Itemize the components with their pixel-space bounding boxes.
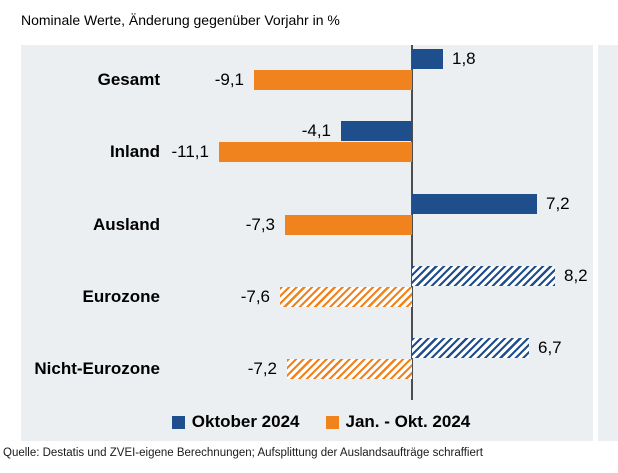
source-note: Quelle: Destatis und ZVEI-eigene Berechn… bbox=[3, 447, 483, 459]
plot-area: Oktober 2024 Jan. - Okt. 2024 1,8 -9,1 Ges… bbox=[21, 45, 593, 441]
legend-label: Jan. - Okt. 2024 bbox=[345, 412, 471, 431]
value-label-jan-okt-2024-eurozone: -7,6 bbox=[240, 287, 270, 306]
value-label-oktober-2024-inland: -4,1 bbox=[301, 121, 331, 140]
category-label-ausland: Ausland bbox=[92, 215, 160, 234]
category-label-gesamt: Gesamt bbox=[97, 70, 160, 89]
bar-oktober-2024-ausland bbox=[412, 194, 537, 214]
zero-axis-line bbox=[411, 45, 413, 400]
legend-swatch-orange bbox=[325, 415, 339, 429]
bar-jan-okt-2024-nicht-eurozone bbox=[287, 359, 412, 379]
bar-jan-okt-2024-inland bbox=[219, 142, 412, 162]
value-label-jan-okt-2024-ausland: -7,3 bbox=[245, 215, 275, 234]
category-label-inland: Inland bbox=[109, 142, 160, 161]
chart-legend: Oktober 2024 Jan. - Okt. 2024 bbox=[35, 412, 607, 432]
bar-oktober-2024-gesamt bbox=[412, 49, 443, 69]
category-label-nicht-eurozone: Nicht-Eurozone bbox=[34, 359, 160, 378]
legend-swatch-blue bbox=[171, 415, 185, 429]
value-label-jan-okt-2024-gesamt: -9,1 bbox=[214, 70, 244, 89]
legend-label: Oktober 2024 bbox=[191, 412, 300, 431]
value-label-jan-okt-2024-nicht-eurozone: -7,2 bbox=[247, 359, 277, 378]
bar-jan-okt-2024-gesamt bbox=[254, 70, 412, 90]
value-label-oktober-2024-nicht-eurozone: 6,7 bbox=[538, 338, 562, 357]
bar-jan-okt-2024-eurozone bbox=[280, 287, 412, 307]
bar-jan-okt-2024-ausland bbox=[285, 215, 412, 235]
bar-oktober-2024-nicht-eurozone bbox=[412, 338, 529, 358]
legend-item-oktober-2024: Oktober 2024 bbox=[171, 412, 300, 432]
right-margin-strip bbox=[598, 45, 618, 441]
bar-oktober-2024-eurozone bbox=[412, 266, 555, 286]
category-label-eurozone: Eurozone bbox=[82, 287, 160, 306]
value-label-oktober-2024-eurozone: 8,2 bbox=[564, 266, 588, 285]
legend-item-jan-okt-2024: Jan. - Okt. 2024 bbox=[325, 412, 471, 432]
bar-oktober-2024-inland bbox=[341, 121, 412, 141]
value-label-jan-okt-2024-inland: -11,1 bbox=[171, 142, 210, 161]
chart-title: Nominale Werte, Änderung gegenüber Vorja… bbox=[21, 12, 340, 28]
value-label-oktober-2024-gesamt: 1,8 bbox=[452, 49, 476, 68]
value-label-oktober-2024-ausland: 7,2 bbox=[546, 194, 570, 213]
